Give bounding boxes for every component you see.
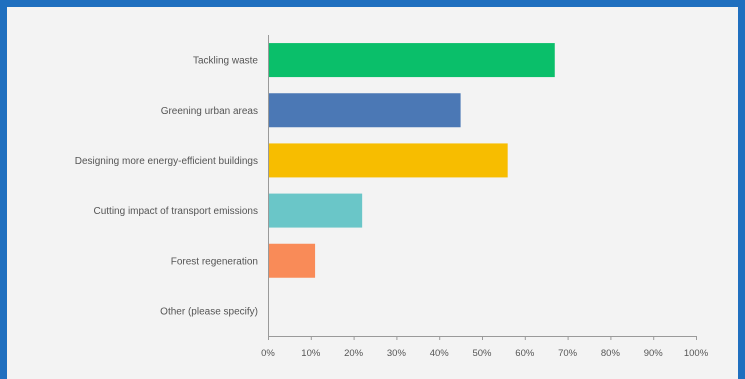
bar-greening-urban-areas	[268, 93, 461, 128]
x-tick-label: 100%	[684, 348, 709, 359]
x-tick-label: 70%	[558, 348, 578, 359]
x-tick-label: 10%	[301, 348, 321, 359]
bars-group	[268, 43, 555, 278]
category-label: Designing more energy-efficient building…	[75, 156, 258, 167]
x-ticks: 0% 10% 20% 30% 40% 50% 60% 70% 80% 90% 100%	[261, 336, 709, 359]
x-tick-label: 50%	[472, 348, 492, 359]
category-label: Other (please specify)	[160, 306, 258, 317]
category-label: Cutting impact of transport emissions	[93, 206, 258, 217]
x-tick-label: 90%	[644, 348, 664, 359]
x-tick-label: 40%	[430, 348, 450, 359]
bar-tackling-waste	[268, 43, 555, 78]
x-tick-label: 30%	[387, 348, 407, 359]
bar-designing-more-energy-efficient-buildings	[268, 143, 508, 178]
x-tick-label: 0%	[261, 348, 275, 359]
category-label: Forest regeneration	[171, 256, 258, 267]
category-label: Greening urban areas	[161, 106, 258, 117]
x-tick-label: 80%	[601, 348, 621, 359]
category-label: Tackling waste	[193, 56, 258, 67]
bar-cutting-impact-of-transport-emissions	[268, 193, 363, 228]
category-labels: Tackling waste Greening urban areas Design…	[75, 56, 259, 318]
x-tick-label: 20%	[344, 348, 364, 359]
x-tick-label: 60%	[515, 348, 535, 359]
bar-forest-regeneration	[268, 243, 316, 278]
